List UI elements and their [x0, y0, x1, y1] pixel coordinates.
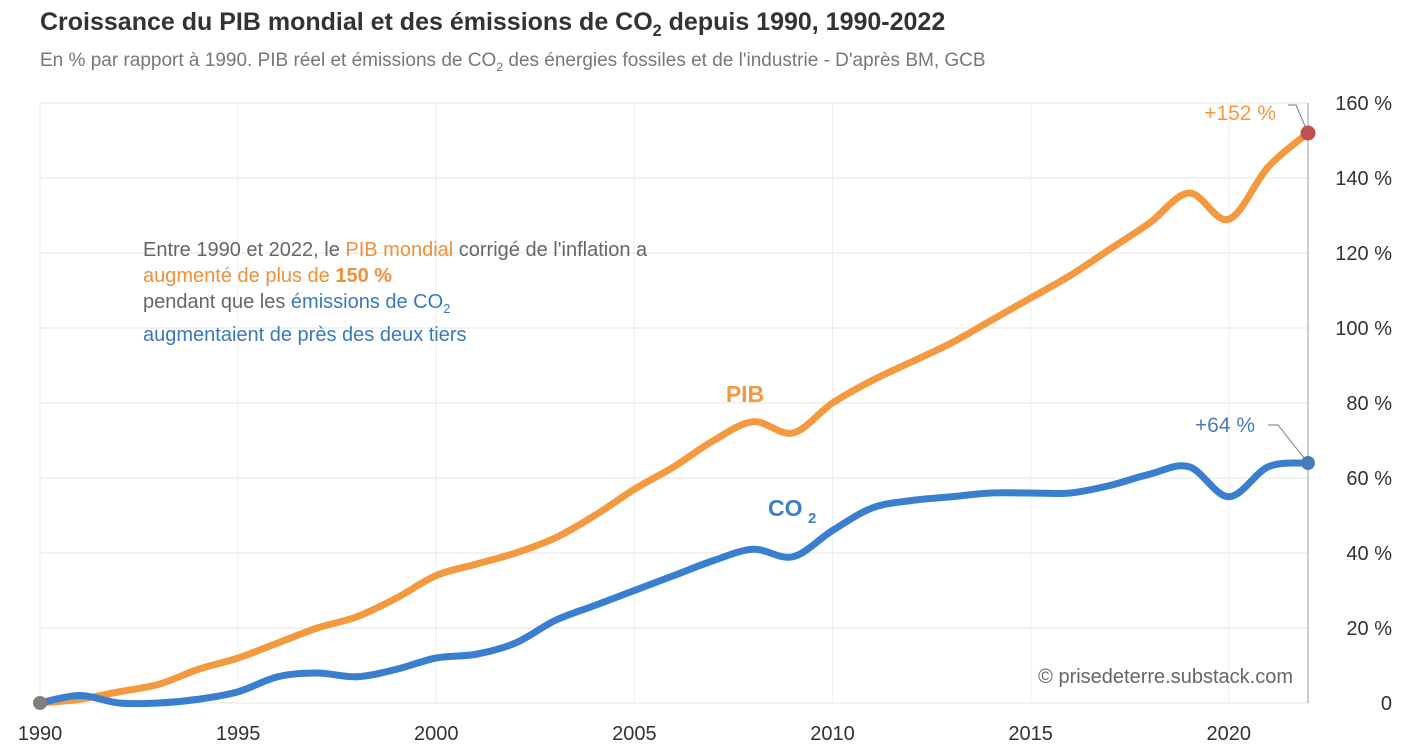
subtitle-tail: des énergies fossiles et de l'industrie …: [503, 50, 986, 71]
start-point: [33, 696, 47, 710]
y-tick-label: 20 %: [1346, 618, 1392, 640]
x-tick-label: 2020: [1207, 723, 1252, 745]
series-line-pib: [36, 129, 1312, 707]
y-tick-label: 80 %: [1346, 393, 1392, 415]
series-label-pib: PIB: [726, 381, 764, 407]
chart-title: Croissance du PIB mondial et des émissio…: [40, 8, 945, 41]
annotation-note: Entre 1990 et 2022, le PIB mondial corri…: [143, 239, 648, 346]
series-label-co2: CO: [768, 495, 803, 521]
x-tick-label: 1990: [18, 723, 63, 745]
pib-end-label: +152 %: [1204, 102, 1276, 125]
title-tail: depuis 1990, 1990-2022: [661, 8, 946, 36]
x-tick-label: 2000: [414, 723, 459, 745]
chart-subtitle: En % par rapport à 1990. PIB réel et émi…: [40, 50, 986, 74]
x-tick-label: 2015: [1008, 723, 1053, 745]
subtitle-text: En % par rapport à 1990. PIB réel et émi…: [40, 50, 497, 71]
co2-end-leader: [1268, 424, 1309, 464]
y-tick-label: 100 %: [1335, 318, 1392, 340]
title-subscript: 2: [652, 22, 662, 40]
series-label-co2-sub: 2: [808, 510, 816, 527]
title-text: Croissance du PIB mondial et des émissio…: [40, 8, 653, 36]
y-tick-label: 60 %: [1346, 468, 1392, 490]
x-tick-label: 1995: [216, 723, 261, 745]
pib-end-leader: [1288, 104, 1309, 134]
credit: © prisedeterre.substack.com: [1038, 666, 1293, 688]
y-tick-label: 140 %: [1335, 168, 1392, 190]
co2-end-point: [1301, 456, 1315, 470]
x-tick-label: 2010: [810, 723, 855, 745]
y-tick-label: 0: [1381, 693, 1392, 715]
x-tick-label: 2005: [612, 723, 657, 745]
series-line-co2: [36, 459, 1312, 708]
subtitle-subscript: 2: [496, 59, 504, 74]
y-tick-label: 160 %: [1335, 93, 1392, 115]
co2-end-label: +64 %: [1195, 414, 1255, 437]
pib-end-point: [1300, 125, 1316, 141]
y-tick-label: 40 %: [1346, 543, 1392, 565]
y-tick-label: 120 %: [1335, 243, 1392, 265]
